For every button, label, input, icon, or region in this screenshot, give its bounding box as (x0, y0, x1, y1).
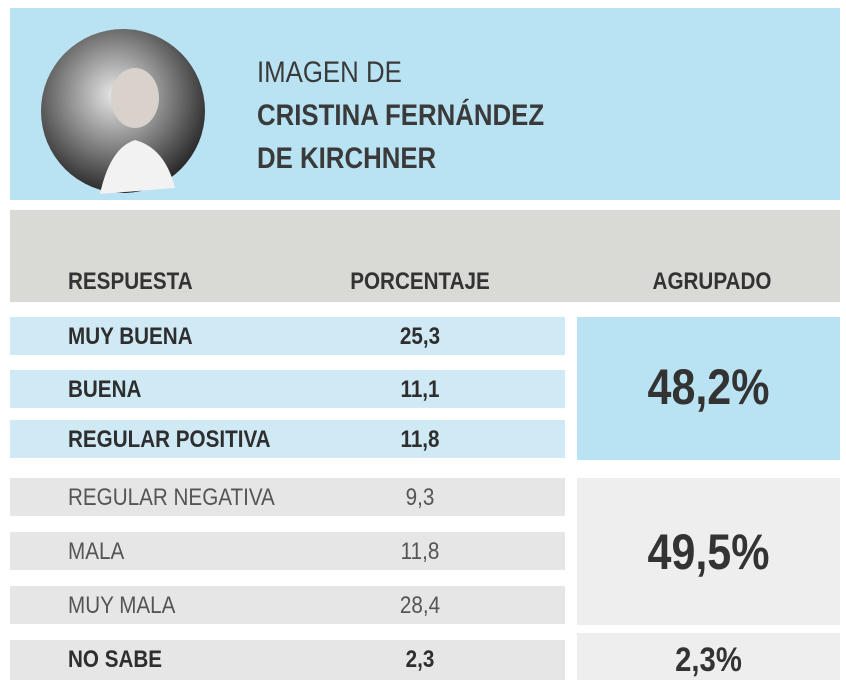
response-cell: NO SABE (68, 648, 162, 672)
response-cell: BUENA (68, 378, 141, 402)
percentage-cell: 9,3 (343, 486, 498, 510)
group-value: 48,2% (595, 362, 821, 412)
percentage-cell: 11,8 (343, 540, 498, 564)
title-line: CRISTINA FERNÁNDEZ (257, 101, 544, 131)
percentage-cell: 25,3 (343, 325, 498, 349)
column-header: AGRUPADO (626, 270, 798, 294)
response-cell: MUY BUENA (68, 325, 193, 349)
percentage-cell: 11,8 (343, 428, 498, 452)
column-header: PORCENTAJE (334, 270, 506, 294)
response-cell: REGULAR NEGATIVA (68, 486, 275, 510)
title-line: DE KIRCHNER (257, 144, 436, 174)
group-value: 49,5% (595, 527, 821, 577)
percentage-cell: 28,4 (343, 594, 498, 618)
portrait (40, 28, 206, 194)
response-cell: REGULAR POSITIVA (68, 428, 271, 452)
group-value: 2,3% (595, 643, 821, 677)
percentage-cell: 11,1 (343, 378, 498, 402)
column-header: RESPUESTA (68, 270, 193, 294)
title-line: IMAGEN DE (257, 58, 402, 88)
percentage-cell: 2,3 (343, 648, 498, 672)
response-cell: MUY MALA (68, 594, 175, 618)
infographic: IMAGEN DE CRISTINA FERNÁNDEZ DE KIRCHNER… (0, 0, 846, 680)
response-cell: MALA (68, 540, 124, 564)
